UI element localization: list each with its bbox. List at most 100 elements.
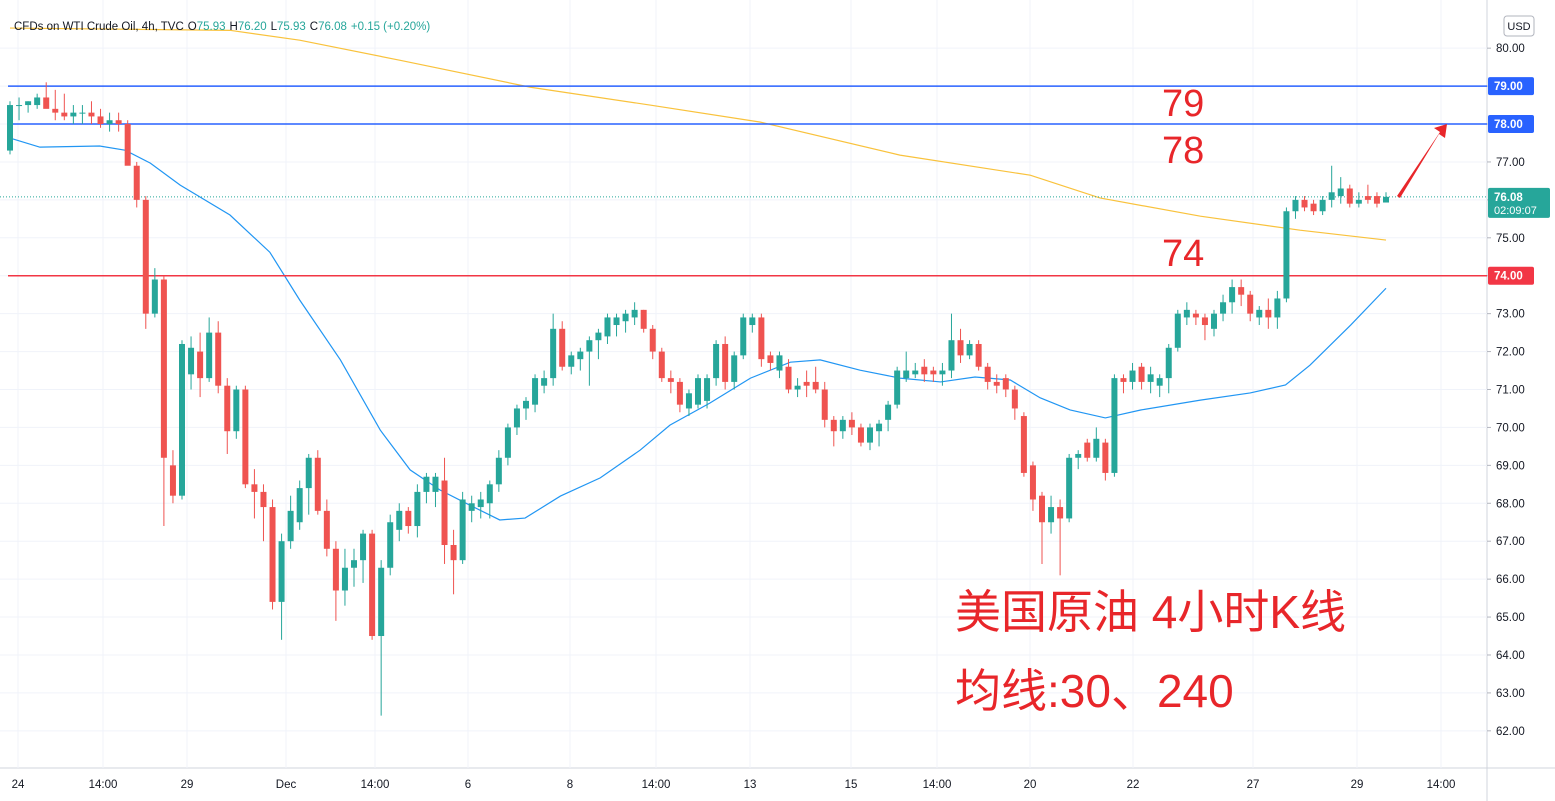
candle-body [468, 503, 475, 511]
candle-body [523, 400, 529, 409]
candle-body [1364, 196, 1371, 200]
candle-body [894, 370, 901, 405]
candle-body [1066, 457, 1073, 519]
candle-body [1247, 294, 1254, 314]
y-tick-label: 68.00 [1496, 498, 1525, 510]
candle-body [794, 385, 801, 390]
level-label-box [1488, 266, 1534, 285]
candle-body [16, 105, 23, 107]
candle-body [631, 309, 638, 318]
candle-body [341, 567, 348, 591]
x-tick-label: 29 [181, 779, 194, 791]
candle-body [776, 355, 783, 371]
y-tick-label: 67.00 [1496, 536, 1525, 548]
candle-body [1274, 298, 1281, 318]
candle-body [115, 120, 122, 125]
candle-body [513, 408, 520, 428]
candle-body [758, 317, 765, 360]
candle-body [1129, 370, 1136, 382]
candle-body [477, 499, 484, 508]
candle-body [1048, 507, 1055, 523]
candle-body [785, 366, 792, 390]
moving-average [9, 27, 1387, 241]
candle-body [88, 112, 95, 117]
level-label: 74.00 [1494, 271, 1523, 283]
candle-body [993, 381, 1000, 386]
candle-body [332, 548, 339, 591]
candle-body [1120, 378, 1127, 382]
candle-body [1201, 317, 1208, 326]
annotation: 79 [1162, 83, 1204, 125]
y-tick-label: 70.00 [1496, 422, 1525, 434]
candle-body [215, 332, 222, 386]
ohlc-value: 76.20 [238, 21, 267, 33]
change: +0.15 (+0.20%) [351, 21, 430, 33]
candle-body [133, 165, 140, 200]
candle-body [387, 522, 394, 568]
candle-body [921, 366, 928, 375]
y-tick-label: 69.00 [1496, 460, 1525, 472]
y-tick-label: 64.00 [1496, 650, 1525, 662]
candle-body [151, 279, 158, 314]
y-tick-label: 62.00 [1496, 726, 1525, 738]
candle-body [1020, 416, 1027, 473]
candle-body [595, 332, 602, 341]
candle-body [568, 355, 575, 367]
x-tick-label: 14:00 [923, 779, 952, 791]
candle-body [1075, 453, 1082, 458]
ohlc-value: 76.08 [318, 21, 347, 33]
candle-body [740, 317, 747, 356]
candle-body [1057, 507, 1064, 519]
candle-body [278, 541, 285, 602]
candle-body [848, 419, 855, 428]
arrow [1397, 124, 1447, 198]
x-tick-label: 24 [12, 779, 25, 791]
candle-body [260, 491, 267, 508]
candle-body [441, 480, 448, 545]
candle-body [885, 404, 892, 420]
candle-body [1039, 495, 1045, 523]
candle-body [1147, 374, 1154, 382]
candle-body [233, 389, 240, 432]
candle-body [821, 389, 828, 420]
candle-body [586, 340, 593, 352]
y-tick-label: 65.00 [1496, 612, 1525, 624]
candle-body [622, 313, 629, 322]
candle-body [269, 507, 276, 602]
x-tick-label: 27 [1247, 779, 1260, 791]
annotation: 美国原油 4小时K线 [955, 586, 1346, 638]
annotation: 74 [1162, 233, 1204, 275]
candle-body [1111, 378, 1118, 473]
candle-body [459, 499, 466, 561]
x-tick-label: 29 [1351, 779, 1364, 791]
candle-body [396, 510, 403, 530]
currency-box[interactable] [1503, 15, 1535, 37]
candle-body [532, 378, 539, 405]
candle-body [1337, 188, 1344, 197]
candle-body [414, 491, 421, 527]
candle-body [25, 101, 32, 106]
candle-body [984, 366, 991, 382]
last-price-label: 76.08 [1494, 192, 1523, 204]
candle-body [1174, 313, 1181, 348]
candle-body [1220, 302, 1227, 314]
candle-body [79, 112, 86, 114]
candle-body [1292, 199, 1299, 212]
candle-body [1102, 442, 1109, 473]
candle-body [251, 484, 258, 492]
annotation: 均线:30、240 [955, 665, 1234, 717]
last-price-box [1488, 187, 1550, 218]
candle-body [676, 381, 683, 405]
candle-body [1319, 199, 1326, 212]
candle-body [830, 419, 837, 432]
candle-body [975, 343, 982, 367]
candle-body [197, 351, 204, 379]
x-tick-label: 22 [1127, 779, 1140, 791]
annotation: 78 [1162, 130, 1204, 172]
ohlc-key: O [188, 21, 197, 33]
candle-body [242, 389, 249, 485]
candle-body [1383, 196, 1389, 203]
candle-body [1093, 438, 1100, 458]
candle-body [912, 370, 919, 375]
